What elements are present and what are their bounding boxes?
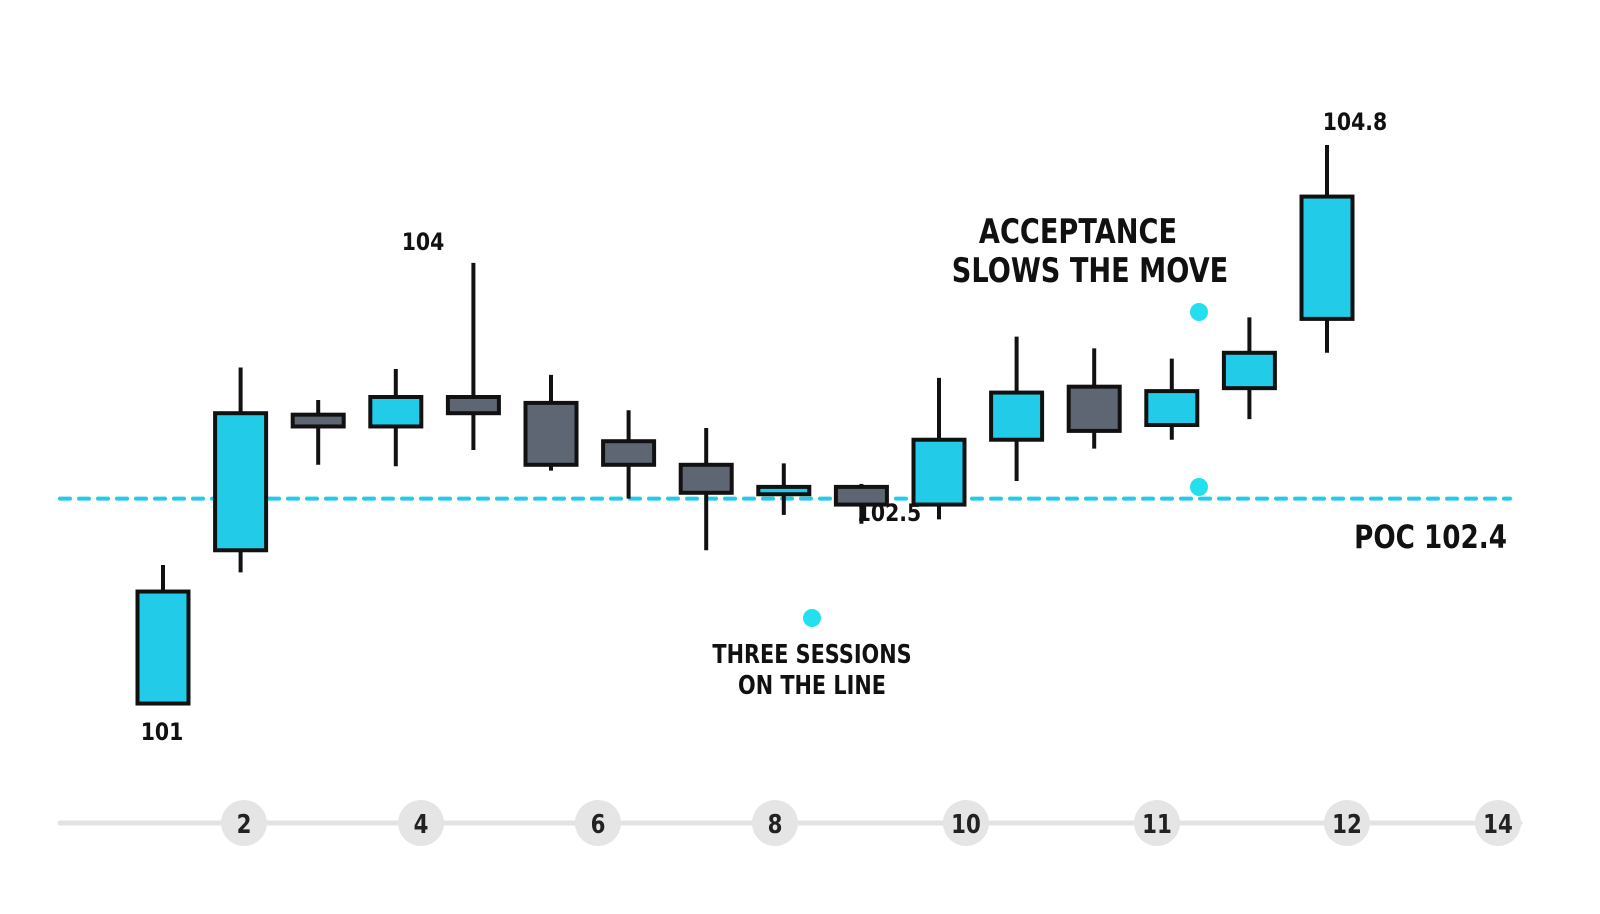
candle <box>368 369 424 467</box>
x-axis: 2 4 6 8 10 11 12 14 <box>57 800 1523 846</box>
marker-dot <box>803 609 821 627</box>
x-tick-12: 12 <box>1324 800 1370 846</box>
annotation-three-sessions-line2: ON THE LINE <box>738 670 886 701</box>
poc-label: POC 102.4 <box>1354 518 1507 555</box>
candle-body <box>1299 194 1355 321</box>
candle <box>1144 358 1200 440</box>
candle-body <box>1221 350 1277 391</box>
candle <box>601 410 657 499</box>
x-tick-badge <box>398 800 444 846</box>
x-tick-6: 6 <box>575 800 621 846</box>
annotation-acceptance-line1: ACCEPTANCE <box>979 212 1177 252</box>
candle-body <box>445 395 501 416</box>
marker-dot <box>1190 478 1208 496</box>
candle-body <box>368 395 424 429</box>
candle-body <box>290 412 346 429</box>
candle-body <box>1144 389 1200 427</box>
x-tick-11: 11 <box>1134 800 1180 846</box>
x-tick-badge <box>575 800 621 846</box>
x-tick-badge <box>1324 800 1370 846</box>
candle-body <box>756 484 812 497</box>
candle <box>290 399 346 465</box>
candle <box>756 463 812 515</box>
price-label-101: 101 <box>141 718 184 746</box>
x-tick-4: 4 <box>398 800 444 846</box>
annotation-acceptance-line2: SLOWS THE MOVE <box>952 251 1228 291</box>
price-label-104-8: 104.8 <box>1323 108 1388 136</box>
candle-body <box>523 400 579 467</box>
marker-dot <box>1190 303 1208 321</box>
candle <box>213 367 269 573</box>
x-tick-label: 8 <box>768 809 783 840</box>
x-tick-label: 6 <box>591 809 606 840</box>
candle-body <box>213 411 269 553</box>
annotation-three-sessions-line1: THREE SESSIONS <box>712 639 911 670</box>
candle <box>911 377 967 520</box>
candle <box>678 427 734 551</box>
candle-body <box>601 439 657 467</box>
x-tick-label: 14 <box>1483 809 1513 840</box>
candle <box>135 565 191 706</box>
candle <box>1221 317 1277 420</box>
x-tick-label: 4 <box>414 809 429 840</box>
x-tick-8: 8 <box>752 800 798 846</box>
candles <box>135 145 1355 706</box>
candle-body <box>989 390 1045 442</box>
x-tick-badge <box>1134 800 1180 846</box>
x-tick-10: 10 <box>943 800 989 846</box>
candle-body <box>678 462 734 495</box>
x-tick-label: 10 <box>951 809 981 840</box>
markers <box>803 303 1208 627</box>
x-tick-label: 12 <box>1332 809 1362 840</box>
x-tick-badge <box>221 800 267 846</box>
candle-body <box>1066 384 1122 433</box>
candle <box>833 483 889 524</box>
x-tick-badge <box>752 800 798 846</box>
candle-body <box>135 589 191 706</box>
candle <box>445 262 501 451</box>
candle <box>989 336 1045 481</box>
x-tick-label: 11 <box>1142 809 1172 840</box>
candle <box>523 374 579 471</box>
candle <box>1299 145 1355 353</box>
x-tick-badge <box>943 800 989 846</box>
price-label-104: 104 <box>402 228 445 256</box>
x-tick-2: 2 <box>221 800 267 846</box>
x-tick-badge <box>1475 800 1521 846</box>
candle <box>1066 348 1122 449</box>
x-tick-label: 2 <box>237 809 252 840</box>
x-tick-14: 14 <box>1475 800 1521 846</box>
price-label-102-5: 102.5 <box>857 499 922 527</box>
candle-body <box>833 484 889 507</box>
candle-body <box>911 437 967 507</box>
